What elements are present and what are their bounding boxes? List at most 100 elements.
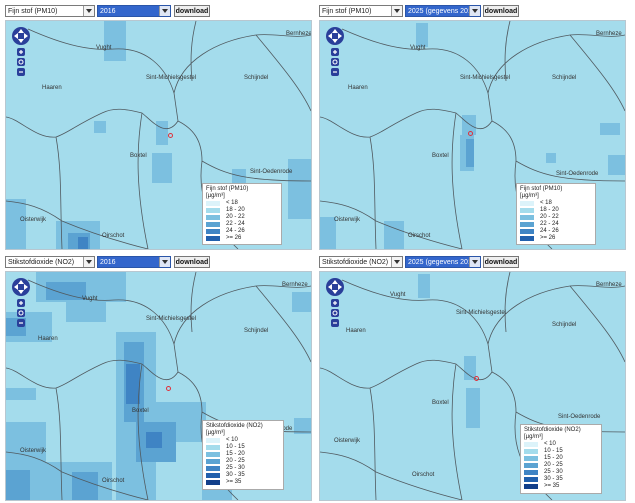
pan-zoom-control[interactable] [324, 25, 346, 80]
place-label-bernheze: Bernheze [596, 282, 622, 288]
place-label-bernheze: Bernheze [286, 31, 312, 37]
legend-row: 24 - 26 [206, 228, 278, 235]
place-label-boxtel: Boxtel [432, 400, 449, 406]
pollution-grid-map[interactable] [6, 21, 311, 249]
map-legend: Fijn stof (PM10) [µg/m³] < 18 18 - 20 20… [202, 183, 282, 245]
legend-row: 30 - 35 [206, 472, 280, 479]
location-marker[interactable] [168, 133, 173, 138]
legend-row: >= 26 [206, 235, 278, 242]
chevron-down-icon[interactable] [159, 6, 170, 16]
panel-toolbar: Fijn stof (PM10) 2016 download [3, 3, 311, 19]
pollution-grid-map[interactable] [320, 272, 625, 500]
panel-toolbar: Stikstofdioxide (NO2) 2025 (gegevens 201… [317, 254, 625, 270]
download-button[interactable]: download [483, 5, 519, 17]
legend-row: 25 - 30 [524, 469, 598, 476]
place-label-vught: Vught [96, 45, 112, 51]
scenario-select[interactable]: 2016 [97, 256, 171, 268]
place-label-oirschot: Oirschot [102, 233, 125, 239]
place-label-haaren: Haaren [348, 85, 368, 91]
legend-title: Stikstofdioxide (NO2) [206, 423, 263, 429]
legend-row: 20 - 22 [520, 214, 592, 221]
scenario-select[interactable]: 2016 [97, 5, 171, 17]
legend-row: 22 - 24 [520, 221, 592, 228]
panel-pm10-2025: Fijn stof (PM10) 2025 (gegevens 2015) do… [317, 3, 626, 250]
download-button[interactable]: download [483, 256, 519, 268]
pan-zoom-control[interactable] [324, 276, 346, 331]
legend-row: 15 - 20 [524, 455, 598, 462]
zoom-extent-icon[interactable] [17, 58, 25, 66]
chevron-down-icon[interactable] [469, 6, 480, 16]
pollutant-select[interactable]: Stikstofdioxide (NO2) [319, 256, 403, 268]
place-label-oirschot: Oirschot [408, 233, 431, 239]
pollution-grid-map[interactable] [6, 272, 311, 500]
legend-row: 25 - 30 [206, 465, 280, 472]
chevron-down-icon[interactable] [469, 257, 480, 267]
map-view[interactable]: Vught Bernheze Haaren Sint-Michielsgeste… [5, 271, 312, 501]
legend-row: 15 - 20 [206, 451, 280, 458]
chevron-down-icon[interactable] [391, 257, 402, 267]
pollutant-select[interactable]: Stikstofdioxide (NO2) [5, 256, 95, 268]
map-view[interactable]: Vught Bernheze Haaren Sint-Michielsgeste… [319, 20, 626, 250]
download-button[interactable]: download [174, 256, 210, 268]
pollutant-select[interactable]: Fijn stof (PM10) [319, 5, 403, 17]
pollutant-select[interactable]: Fijn stof (PM10) [5, 5, 95, 17]
place-label-oirschot: Oirschot [102, 478, 125, 484]
legend-unit: [µg/m³] [524, 434, 543, 440]
map-legend: Stikstofdioxide (NO2) [µg/m³] < 10 10 - … [520, 424, 602, 494]
legend-row: 22 - 24 [206, 221, 278, 228]
place-label-oisterwijk: Oisterwijk [20, 448, 47, 454]
pan-icon[interactable] [12, 278, 30, 296]
scenario-select[interactable]: 2025 (gegevens 2015) [405, 5, 481, 17]
place-label-vught: Vught [82, 296, 98, 302]
legend-row: 18 - 20 [206, 207, 278, 214]
chevron-down-icon[interactable] [391, 6, 402, 16]
location-marker[interactable] [474, 376, 479, 381]
legend-row: 20 - 22 [206, 214, 278, 221]
chevron-down-icon[interactable] [83, 257, 94, 267]
pan-icon[interactable] [326, 278, 344, 296]
map-view[interactable]: Vught Bernheze Haaren Sint-Michielsgeste… [319, 271, 626, 501]
place-label-sint-michielsgestel: Sint-Michielsgestel [456, 310, 507, 316]
location-marker[interactable] [468, 131, 473, 136]
pan-zoom-control[interactable] [10, 25, 32, 80]
zoom-extent-icon[interactable] [17, 309, 25, 317]
download-button[interactable]: download [174, 5, 210, 17]
place-label-boxtel: Boxtel [132, 408, 149, 414]
location-marker[interactable] [166, 386, 171, 391]
legend-row: < 10 [206, 437, 280, 444]
place-label-boxtel: Boxtel [130, 153, 147, 159]
legend-row: 24 - 26 [520, 228, 592, 235]
zoom-extent-icon[interactable] [331, 309, 339, 317]
panel-no2-2025: Stikstofdioxide (NO2) 2025 (gegevens 201… [317, 254, 626, 501]
panel-pm10-2016: Fijn stof (PM10) 2016 download [3, 3, 312, 250]
place-label-sint-michielsgestel: Sint-Michielsgestel [146, 75, 197, 81]
panel-no2-2016: Stikstofdioxide (NO2) 2016 download [3, 254, 312, 501]
place-label-vught: Vught [390, 292, 406, 298]
place-label-oisterwijk: Oisterwijk [20, 217, 47, 223]
chevron-down-icon[interactable] [83, 6, 94, 16]
legend-row: 10 - 15 [206, 444, 280, 451]
legend-title: Stikstofdioxide (NO2) [524, 427, 581, 433]
legend-row: 30 - 35 [524, 476, 598, 483]
panel-toolbar: Fijn stof (PM10) 2025 (gegevens 2015) do… [317, 3, 625, 19]
legend-row: < 10 [524, 441, 598, 448]
place-label-sint-oedenrode: Sint-Oedenrode [556, 171, 599, 177]
place-label-sint-michielsgestel: Sint-Michielsgestel [146, 316, 197, 322]
pan-zoom-control[interactable] [10, 276, 32, 331]
scenario-select[interactable]: 2025 (gegevens 2015) [405, 256, 481, 268]
place-label-vught: Vught [410, 45, 426, 51]
legend-row: < 18 [206, 200, 278, 207]
panel-toolbar: Stikstofdioxide (NO2) 2016 download [3, 254, 311, 270]
pan-icon[interactable] [326, 27, 344, 45]
zoom-extent-icon[interactable] [331, 58, 339, 66]
legend-row: 20 - 25 [524, 462, 598, 469]
pan-icon[interactable] [12, 27, 30, 45]
place-label-haaren: Haaren [38, 336, 58, 342]
legend-row: 20 - 25 [206, 458, 280, 465]
place-label-oisterwijk: Oisterwijk [334, 217, 361, 223]
legend-row: 10 - 15 [524, 448, 598, 455]
map-view[interactable]: Vught Bernheze Haaren Sint-Michielsgeste… [5, 20, 312, 250]
place-label-sint-oedenrode: Sint-Oedenrode [250, 169, 293, 175]
place-label-haaren: Haaren [42, 85, 62, 91]
chevron-down-icon[interactable] [159, 257, 170, 267]
